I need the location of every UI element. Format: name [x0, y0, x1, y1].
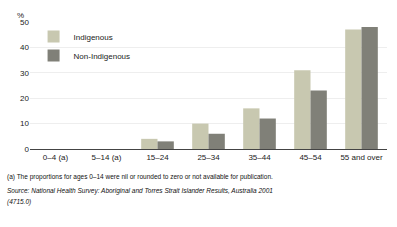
svg-text:Source: National Health Survey: Source: National Health Survey: Aborigin… — [7, 187, 273, 195]
svg-text:40: 40 — [20, 43, 29, 52]
svg-text:0–4 (a): 0–4 (a) — [43, 153, 69, 162]
svg-text:5–14 (a): 5–14 (a) — [92, 153, 122, 162]
svg-text:50: 50 — [20, 18, 29, 27]
svg-text:20: 20 — [20, 94, 29, 103]
svg-text:(4715.0): (4715.0) — [7, 198, 31, 206]
svg-text:30: 30 — [20, 69, 29, 78]
svg-text:Indigenous: Indigenous — [74, 33, 113, 42]
svg-text:10: 10 — [20, 119, 29, 128]
svg-text:55 and over: 55 and over — [340, 153, 383, 162]
svg-text:(a) The proportions for ages 0: (a) The proportions for ages 0–14 were n… — [7, 173, 273, 181]
svg-text:15–24: 15–24 — [146, 153, 169, 162]
svg-text:Non-Indigenous: Non-Indigenous — [74, 52, 130, 61]
svg-text:0: 0 — [25, 145, 30, 154]
svg-text:45–54: 45–54 — [299, 153, 322, 162]
svg-text:35–44: 35–44 — [248, 153, 271, 162]
svg-text:25–34: 25–34 — [197, 153, 220, 162]
svg-text:%: % — [17, 11, 24, 20]
